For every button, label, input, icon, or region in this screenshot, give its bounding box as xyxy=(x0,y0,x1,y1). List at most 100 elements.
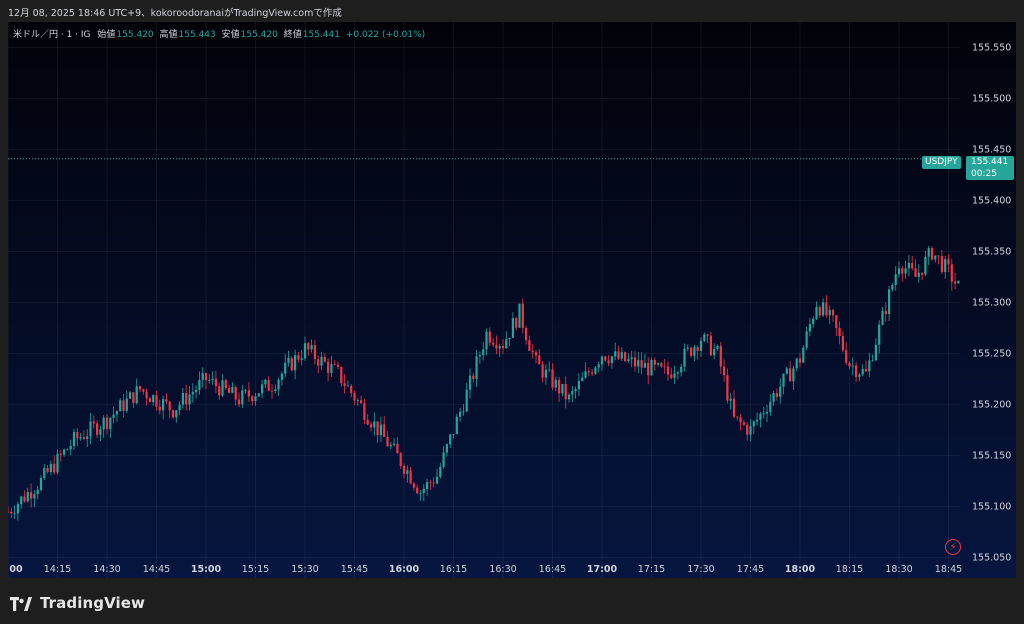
candle-body[interactable] xyxy=(280,373,283,380)
candle-body[interactable] xyxy=(175,410,178,418)
candle-body[interactable] xyxy=(475,356,478,379)
candle-body[interactable] xyxy=(670,374,673,378)
candle-body[interactable] xyxy=(53,463,56,473)
candle-body[interactable] xyxy=(742,422,745,425)
candle-body[interactable] xyxy=(96,423,99,435)
candle-body[interactable] xyxy=(231,386,234,393)
candle-body[interactable] xyxy=(129,392,132,399)
candle-body[interactable] xyxy=(452,434,455,435)
candle-body[interactable] xyxy=(10,511,13,514)
candle-body[interactable] xyxy=(228,388,231,393)
candle-body[interactable] xyxy=(462,411,465,413)
candle-body[interactable] xyxy=(142,389,145,392)
candle-body[interactable] xyxy=(620,352,623,359)
candle-body[interactable] xyxy=(43,468,46,478)
candle-body[interactable] xyxy=(383,424,386,437)
candle-body[interactable] xyxy=(30,492,33,499)
candle-body[interactable] xyxy=(561,384,564,394)
candle-body[interactable] xyxy=(690,347,693,356)
candle-body[interactable] xyxy=(350,385,353,394)
candle-body[interactable] xyxy=(762,413,765,415)
candle-body[interactable] xyxy=(630,357,633,360)
candle-body[interactable] xyxy=(393,443,396,446)
candle-body[interactable] xyxy=(591,372,594,374)
candle-body[interactable] xyxy=(531,350,534,353)
candle-body[interactable] xyxy=(412,483,415,488)
candle-body[interactable] xyxy=(574,389,577,392)
candle-body[interactable] xyxy=(792,368,795,382)
candle-body[interactable] xyxy=(686,347,689,349)
candle-body[interactable] xyxy=(294,355,297,371)
candle-body[interactable] xyxy=(63,449,66,455)
candle-body[interactable] xyxy=(336,364,340,367)
candle-body[interactable] xyxy=(841,335,844,351)
candle-body[interactable] xyxy=(957,280,960,284)
candle-body[interactable] xyxy=(534,352,538,356)
candle-body[interactable] xyxy=(82,437,85,439)
price-axis[interactable]: 155.550 155.500 155.450 155.400 155.350 155.3… xyxy=(960,22,1016,578)
candle-body[interactable] xyxy=(102,417,105,430)
candle-body[interactable] xyxy=(406,470,409,474)
candle-body[interactable] xyxy=(726,375,729,401)
candle-body[interactable] xyxy=(498,345,501,349)
candle-body[interactable] xyxy=(815,307,818,319)
candle-body[interactable] xyxy=(145,391,148,399)
candle-body[interactable] xyxy=(33,494,36,499)
candle-body[interactable] xyxy=(343,383,346,386)
candle-body[interactable] xyxy=(614,351,617,357)
candle-body[interactable] xyxy=(459,411,462,417)
candle-body[interactable] xyxy=(845,350,848,363)
candle-body[interactable] xyxy=(155,395,158,407)
candle-body[interactable] xyxy=(363,403,366,420)
candle-body[interactable] xyxy=(188,394,191,405)
candle-body[interactable] xyxy=(577,381,580,390)
candle-body[interactable] xyxy=(369,424,373,428)
candle-body[interactable] xyxy=(795,358,798,369)
candle-body[interactable] xyxy=(515,318,518,328)
candle-body[interactable] xyxy=(66,449,69,451)
candle-body[interactable] xyxy=(749,426,752,435)
candle-body[interactable] xyxy=(848,362,851,367)
candle-body[interactable] xyxy=(39,477,43,490)
candle-body[interactable] xyxy=(185,393,188,405)
candle-body[interactable] xyxy=(261,384,264,394)
candle-body[interactable] xyxy=(327,361,330,373)
candle-body[interactable] xyxy=(884,310,887,314)
candle-body[interactable] xyxy=(855,365,858,377)
candle-body[interactable] xyxy=(541,364,544,378)
candle-body[interactable] xyxy=(115,411,118,415)
legend-symbol[interactable]: 米ドル／円 · 1 · IG xyxy=(13,30,91,40)
candle-body[interactable] xyxy=(604,356,607,361)
candle-body[interactable] xyxy=(396,443,399,454)
candle-body[interactable] xyxy=(46,468,49,473)
candle-body[interactable] xyxy=(831,309,835,316)
candle-body[interactable] xyxy=(518,303,521,328)
candle-body[interactable] xyxy=(888,289,891,314)
candle-body[interactable] xyxy=(861,369,864,375)
candle-body[interactable] xyxy=(650,359,653,376)
candle-body[interactable] xyxy=(610,356,613,364)
candle-body[interactable] xyxy=(99,429,102,435)
candle-body[interactable] xyxy=(600,356,604,365)
candle-body[interactable] xyxy=(511,318,514,338)
candle-body[interactable] xyxy=(360,400,363,404)
candle-body[interactable] xyxy=(270,390,274,392)
candle-body[interactable] xyxy=(92,421,95,424)
candle-body[interactable] xyxy=(346,385,349,387)
candle-body[interactable] xyxy=(627,359,630,362)
candle-body[interactable] xyxy=(165,399,168,402)
candle-body[interactable] xyxy=(802,347,805,363)
candle-body[interactable] xyxy=(653,359,656,365)
candle-body[interactable] xyxy=(680,366,683,373)
candle-body[interactable] xyxy=(313,345,316,360)
candle-body[interactable] xyxy=(587,371,590,373)
candlestick-plot[interactable] xyxy=(8,22,960,578)
candle-body[interactable] xyxy=(828,309,831,316)
candle-body[interactable] xyxy=(366,419,369,425)
candle-body[interactable] xyxy=(317,359,320,366)
candle-body[interactable] xyxy=(86,436,89,439)
candle-body[interactable] xyxy=(244,390,247,392)
candle-body[interactable] xyxy=(617,351,620,359)
candle-body[interactable] xyxy=(713,349,716,356)
candle-body[interactable] xyxy=(624,352,627,362)
